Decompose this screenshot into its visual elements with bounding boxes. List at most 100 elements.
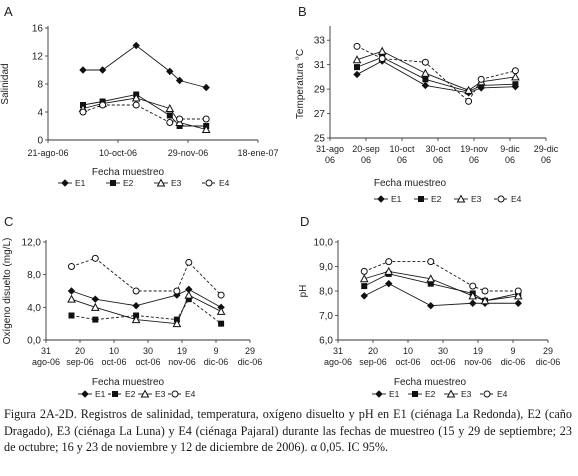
data-point-e3 [216, 306, 226, 315]
data-point-e3 [421, 68, 430, 77]
y-tick-label: 8 [37, 80, 43, 91]
legend-marker [205, 179, 213, 187]
x-tick-label: 31-ago 06 [316, 144, 344, 165]
legend-label: E2 [125, 389, 136, 399]
y-tick-label: 16 [32, 24, 44, 35]
legend-label: E4 [219, 178, 230, 188]
series-e2 [361, 270, 522, 304]
data-point-e4 [465, 97, 473, 105]
series-line-e1 [71, 288, 222, 308]
data-point-e1 [166, 67, 174, 76]
data-point-e4 [166, 119, 174, 126]
data-point-e2 [354, 64, 360, 71]
data-point-e2 [422, 76, 429, 83]
data-point-e2 [512, 81, 519, 88]
data-point-e4 [79, 108, 87, 116]
y-axis-title: Salinidad [0, 63, 11, 104]
legend-label: E4 [497, 389, 508, 399]
legend-label: E2 [425, 389, 436, 399]
data-point-e4 [185, 258, 193, 266]
y-tick-label: 12,0 [22, 238, 42, 249]
x-tick-label: 31 ago-06 [32, 346, 60, 367]
x-tick-label: 31 ago-06 [324, 346, 352, 367]
data-point-e1 [98, 66, 107, 74]
data-point-e4 [68, 263, 75, 270]
data-point-e4 [173, 287, 181, 295]
data-point-e3 [131, 315, 141, 324]
data-point-e1 [132, 41, 140, 50]
data-point-e1 [469, 299, 477, 307]
series-line-e3 [71, 294, 222, 325]
series-e1 [360, 279, 522, 310]
y-tick-label: 0,0 [27, 336, 41, 347]
y-tick-label: 0 [37, 136, 43, 147]
data-point-e3 [511, 72, 520, 81]
y-axis-title: Temperatura °C [295, 49, 306, 119]
x-tick-label: 21-ago-06 [27, 148, 68, 158]
series-line-e3 [364, 270, 519, 302]
series-line-e2 [71, 298, 222, 325]
data-point-e3 [480, 296, 490, 305]
data-point-e4 [217, 291, 225, 299]
x-tick-label: 29-dic 06 [534, 144, 559, 165]
data-point-e1 [421, 81, 430, 90]
data-point-e4 [353, 42, 361, 50]
data-point-e4 [378, 55, 386, 63]
legend-label: E2 [431, 194, 442, 204]
data-point-e3 [468, 291, 478, 300]
series-line-e1 [356, 60, 516, 94]
series-e4 [353, 42, 519, 105]
y-tick-label: 8,0 [319, 287, 333, 298]
series-line-e4 [71, 257, 222, 296]
legend-marker [418, 196, 424, 202]
series-line-e4 [356, 45, 516, 103]
y-tick-label: 31 [314, 60, 326, 71]
data-point-e3 [352, 55, 362, 64]
legend-marker [112, 391, 118, 397]
x-tick-label: 18-ene-07 [237, 148, 278, 158]
data-point-e3 [201, 124, 211, 133]
y-tick-label: 10,0 [314, 238, 334, 249]
y-tick-label: 33 [314, 36, 326, 47]
series-e4 [79, 101, 210, 126]
series-e1 [353, 57, 520, 97]
x-tick-label: 29 dic-06 [238, 346, 263, 367]
data-point-e4 [132, 101, 140, 109]
x-axis-title: Fecha muestreo [374, 178, 447, 189]
legend-label: E1 [391, 194, 402, 204]
chart-panel-b: B 25 27 29 31 33 31-ago 06 20-sep 06 10-oct 06 30-oc… [295, 4, 559, 204]
series-line-e2 [356, 56, 516, 93]
data-point-e2 [218, 320, 225, 327]
series-e3 [67, 290, 226, 328]
data-point-e3 [67, 294, 76, 303]
data-point-e4 [176, 115, 184, 123]
series-e3 [78, 93, 211, 133]
data-point-e1 [132, 301, 140, 310]
legend-marker [61, 179, 69, 187]
legend-label: E1 [389, 389, 400, 399]
panel-letter: A [4, 4, 13, 19]
data-point-e2 [68, 312, 75, 319]
legend-label: E1 [75, 178, 86, 188]
x-tick-label: 30 oct-06 [430, 346, 455, 367]
legend-marker [156, 178, 166, 187]
series-line-e2 [364, 273, 519, 302]
series-e4 [68, 254, 225, 299]
series-e4 [360, 258, 522, 295]
series-e1 [67, 285, 225, 312]
series-line-e1 [364, 283, 519, 307]
y-axis-title: pH [298, 285, 309, 298]
data-point-e4 [91, 254, 99, 262]
legend-label: E4 [185, 389, 196, 399]
data-point-e3 [165, 103, 175, 112]
data-point-e4 [132, 287, 140, 295]
y-tick-label: 12 [32, 52, 44, 63]
data-point-e3 [384, 266, 394, 275]
data-point-e3 [513, 291, 523, 300]
legend-marker [81, 390, 89, 398]
series-e3 [352, 46, 520, 94]
series-e1 [79, 41, 210, 92]
x-tick-label: 10 oct-06 [101, 346, 126, 367]
x-tick-label: 19 nov-06 [464, 346, 492, 367]
series-line-e1 [83, 44, 207, 88]
